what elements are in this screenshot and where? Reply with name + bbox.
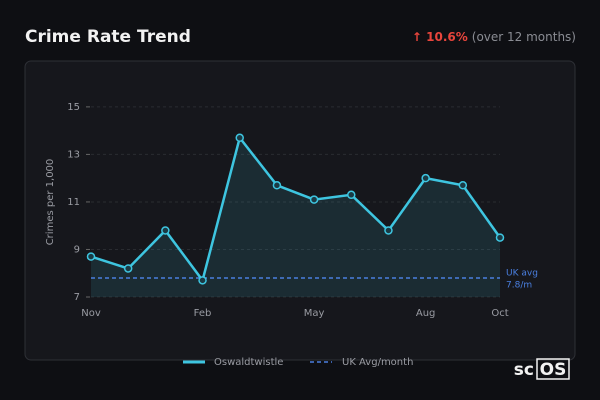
point — [384, 226, 393, 235]
legend-label: Oswaldtwistle — [214, 357, 283, 368]
point — [123, 264, 133, 273]
point — [309, 195, 319, 204]
line — [90, 135, 502, 284]
brand-prefix: sc — [514, 360, 534, 380]
card — [24, 60, 576, 361]
legend-label: UK Avg/month — [342, 357, 413, 368]
y-tick-label: 9 — [74, 244, 80, 255]
point — [272, 181, 282, 190]
brand-box — [536, 358, 570, 380]
x-tick-label: Aug — [416, 308, 436, 319]
x-tick-label: May — [304, 308, 325, 319]
y-axis-label: Crimes per 1,000 — [45, 159, 56, 246]
x-tick-label: Feb — [194, 308, 212, 319]
chart-title: Crime Rate Trend — [25, 27, 191, 47]
point — [421, 173, 430, 183]
change: ↑ 10.6% (over 12 months) — [412, 30, 576, 44]
point — [235, 133, 244, 143]
change-value: ↑ 10.6% — [412, 30, 468, 44]
point — [458, 181, 468, 190]
point — [495, 233, 505, 242]
y-tick-label: 11 — [67, 197, 80, 208]
change-period: (over 12 months) — [472, 30, 576, 44]
point — [347, 190, 356, 200]
y-tick-label: 7 — [74, 292, 80, 303]
reference-annotation: 7.8/m — [506, 280, 532, 290]
reference-annotation: UK avg — [506, 268, 538, 278]
point — [198, 276, 207, 285]
brand-boxed: OS — [540, 360, 567, 380]
point — [161, 226, 170, 235]
x-tick-label: Nov — [81, 308, 101, 319]
area — [91, 137, 500, 297]
y-tick-label: 15 — [67, 102, 80, 113]
y-tick-label: 13 — [67, 149, 80, 160]
x-tick-label: Oct — [491, 308, 508, 319]
point — [86, 252, 96, 261]
